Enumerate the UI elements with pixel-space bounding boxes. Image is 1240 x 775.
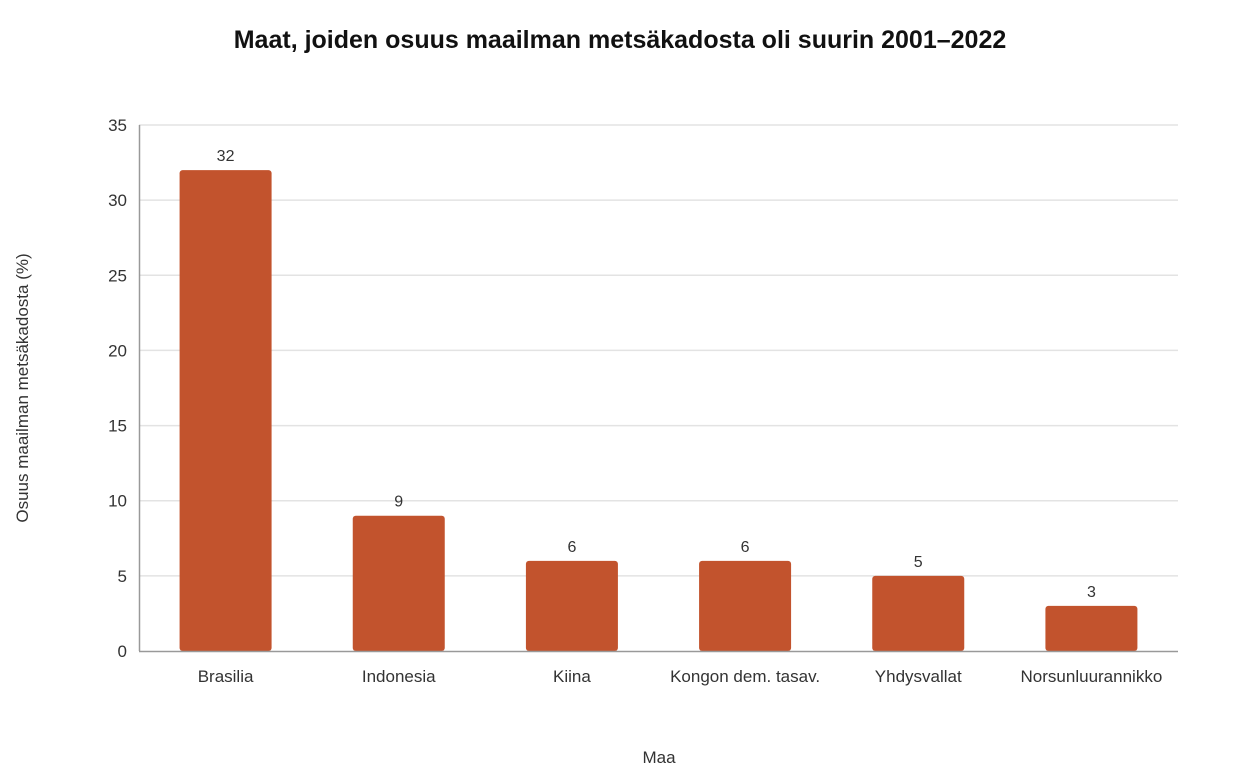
x-tick-label: Indonesia [362, 667, 436, 686]
x-tick-label: Brasilia [198, 667, 254, 686]
y-tick-label: 10 [108, 492, 127, 511]
bar [352, 515, 445, 651]
data-label: 32 [217, 148, 235, 165]
x-tick-label: Norsunluurannikko [1021, 667, 1163, 686]
bar [699, 560, 792, 651]
chart-title: Maat, joiden osuus maailman metsäkadosta… [233, 26, 1007, 54]
y-tick-label: 0 [118, 642, 127, 661]
data-label: 5 [914, 554, 923, 571]
data-label: 6 [567, 539, 576, 556]
y-tick-label: 15 [108, 417, 127, 436]
y-axis-title: Osuus maailman metsäkadosta (%) [13, 253, 32, 522]
data-label: 6 [741, 539, 750, 556]
x-tick-label: Kiina [553, 667, 591, 686]
y-tick-label: 20 [108, 341, 127, 360]
y-tick-label: 5 [118, 567, 127, 586]
y-tick-label: 25 [108, 266, 127, 285]
x-tick-label: Kongon dem. tasav. [670, 667, 820, 686]
bar [179, 170, 272, 652]
bar [872, 575, 965, 651]
y-tick-label: 30 [108, 191, 127, 210]
data-label: 9 [394, 494, 403, 511]
y-tick-label: 35 [108, 116, 127, 135]
bar [525, 560, 618, 651]
bar [1045, 605, 1138, 651]
x-tick-label: Yhdysvallat [875, 667, 962, 686]
data-label: 3 [1087, 584, 1096, 601]
x-axis-title: Maa [642, 748, 676, 767]
